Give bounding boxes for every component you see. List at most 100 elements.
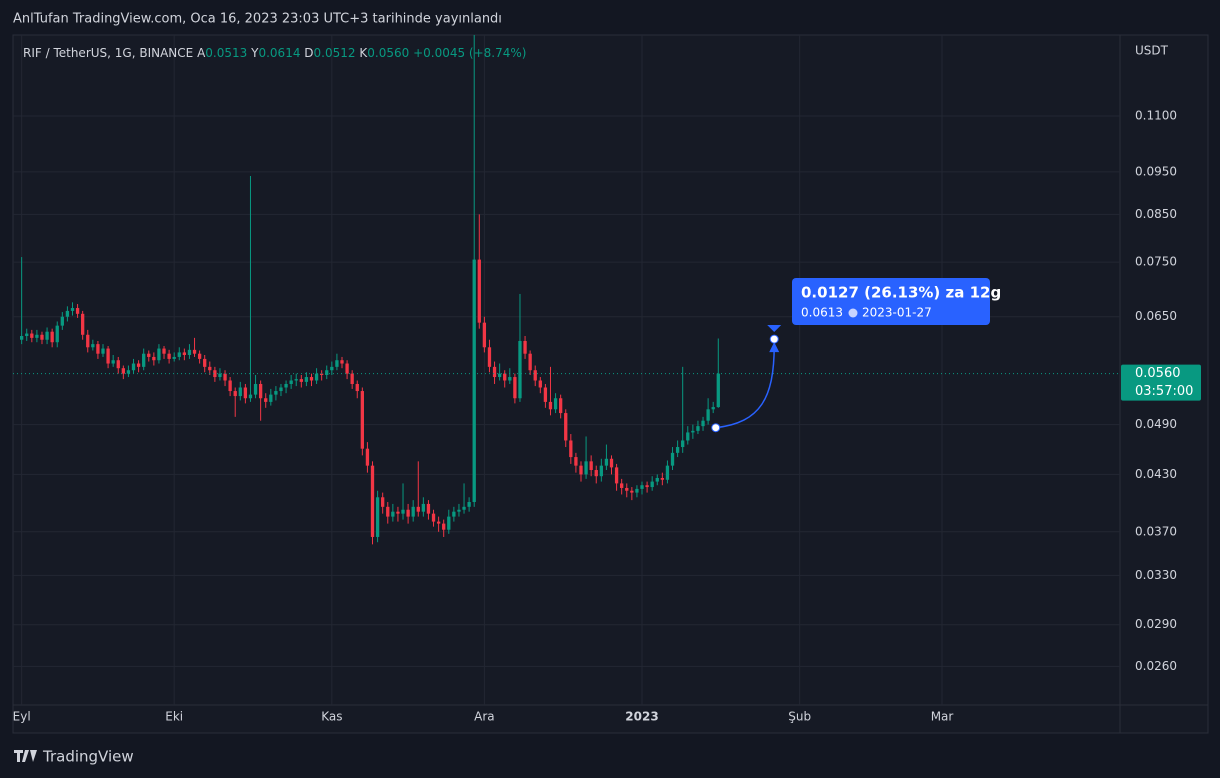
candle-body <box>589 461 593 471</box>
grid <box>13 35 1120 705</box>
candle-body <box>360 391 364 449</box>
footer-logo: TradingView <box>14 748 134 766</box>
candle-body <box>243 387 248 399</box>
candle-body <box>121 368 125 374</box>
candle-body <box>523 340 527 354</box>
candle-body <box>325 370 329 375</box>
candle-body <box>574 457 578 466</box>
candle-body <box>513 377 517 399</box>
candle-body <box>294 379 298 381</box>
candle-body <box>25 333 29 337</box>
candle-body <box>370 465 375 537</box>
candle-body <box>147 353 151 357</box>
candle-body <box>274 391 278 395</box>
candle-body <box>696 426 700 431</box>
candle-body <box>614 467 619 484</box>
symbol: RIF / TetherUS, 1G, BINANCE <box>23 46 193 60</box>
forecast-start <box>711 423 721 433</box>
candle-body <box>411 506 415 517</box>
candle-body <box>701 420 705 427</box>
candle-body <box>208 366 212 371</box>
x-tick-label: Eyl <box>13 710 31 724</box>
candle-body <box>365 448 370 466</box>
x-tick-label: Mar <box>931 710 954 724</box>
legend-value: 0.0512 <box>314 46 356 60</box>
brand: TradingView <box>42 748 134 766</box>
candle-body <box>253 383 258 395</box>
candle-body <box>675 447 680 453</box>
forecast-label: 0.0127 (26.13%) za 12g <box>801 284 1001 302</box>
publisher: AnlTufan TradingView.com, Oca 16, 2023 2… <box>13 12 502 27</box>
x-tick-label: 2023 <box>625 710 658 724</box>
x-tick-label: Şub <box>788 710 811 724</box>
candle-body <box>381 497 385 507</box>
forecast-curve <box>715 345 775 429</box>
candle-body <box>96 344 100 354</box>
legend-key: K <box>359 46 368 60</box>
countdown: 03:57:00 <box>1135 384 1193 399</box>
candle-body <box>65 310 70 317</box>
candle-body <box>645 485 649 488</box>
legend-value: 0.0560 <box>367 46 409 60</box>
forecast-end <box>769 334 779 344</box>
candle-body <box>386 506 390 517</box>
candle-body <box>655 477 659 482</box>
x-tick-label: Ara <box>474 710 495 724</box>
candle-body <box>106 348 110 364</box>
candle-body <box>487 347 492 367</box>
y-tick-label: 0.0330 <box>1135 568 1177 582</box>
candle-body <box>228 380 232 392</box>
candle-body <box>569 440 573 458</box>
candle-body <box>50 331 54 343</box>
candle-body <box>238 387 242 397</box>
candle-body <box>630 490 634 493</box>
candle-body <box>91 344 95 348</box>
last-price-box <box>1121 364 1201 401</box>
candle-body <box>320 373 324 375</box>
candle-body <box>182 352 187 355</box>
candle-body <box>248 394 253 399</box>
candle-body <box>503 373 507 381</box>
candle-body <box>492 366 497 378</box>
candle-body <box>635 488 639 493</box>
candle-body <box>660 477 665 480</box>
candles <box>19 35 720 545</box>
candle-body <box>258 383 263 399</box>
candle-body <box>197 353 202 359</box>
candle-body <box>431 513 436 522</box>
overlay: 0.0560 03:57:00 0.0127 (26.13%) za 12g 0.06… <box>13 278 1201 433</box>
candle-body <box>670 452 675 466</box>
candle-body <box>528 353 532 371</box>
forecast-pointer <box>767 325 782 332</box>
y-tick-label: 0.0750 <box>1135 255 1177 269</box>
candle-body <box>35 334 39 338</box>
candle-body <box>233 391 237 397</box>
candle-body <box>452 511 456 517</box>
legend-key: A <box>197 46 206 60</box>
candle-body <box>55 325 59 343</box>
legend: RIF / TetherUS, 1G, BINANCE A0.0513 Y0.0… <box>23 46 526 60</box>
candle-body <box>167 353 171 359</box>
candle-body <box>40 334 44 340</box>
candle-body <box>579 465 583 475</box>
candle-body <box>142 353 146 367</box>
candle-body <box>75 308 80 314</box>
logo-icon <box>14 750 37 762</box>
candle-body <box>60 316 64 326</box>
candle-body <box>355 383 359 392</box>
candle-body <box>284 383 288 388</box>
candle-body <box>19 336 24 340</box>
candle-body <box>686 432 690 441</box>
candle-body <box>650 481 654 488</box>
candle-body <box>70 308 75 311</box>
candle-body <box>543 387 548 402</box>
candle-body <box>553 398 558 410</box>
candle-body <box>482 322 487 348</box>
candle-body <box>157 348 161 361</box>
last-price-label: 0.0560 <box>1135 366 1181 381</box>
candle-body <box>391 511 395 517</box>
candle-body <box>401 509 405 514</box>
candle-body <box>30 333 34 338</box>
candle-body <box>396 511 400 514</box>
candle-body <box>187 349 192 355</box>
